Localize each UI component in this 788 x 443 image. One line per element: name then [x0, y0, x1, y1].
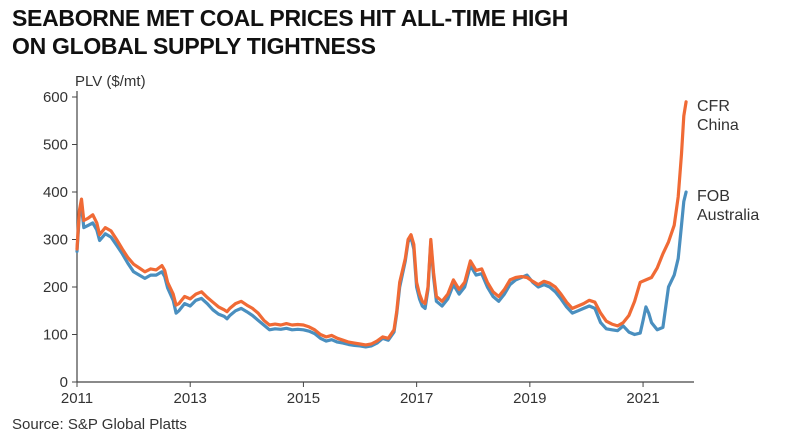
- chart-title: SEABORNE MET COAL PRICES HIT ALL-TIME HI…: [12, 4, 568, 60]
- chart-title-line-1: SEABORNE MET COAL PRICES HIT ALL-TIME HI…: [12, 5, 569, 31]
- x-tick-label: 2015: [287, 390, 320, 407]
- series-label-fob-australia-line-1: FOB: [697, 188, 730, 205]
- source-note: Source: S&P Global Platts: [12, 416, 187, 433]
- y-tick-label: 300: [43, 232, 68, 249]
- series-label-cfr-china-line-2: China: [697, 117, 739, 134]
- y-tick-label: 200: [43, 279, 68, 296]
- y-tick-label: 400: [43, 184, 68, 201]
- series-label-cfr-china-line-1: CFR: [697, 98, 730, 115]
- x-tick-label: 2013: [174, 390, 207, 407]
- y-tick-label: 600: [43, 89, 68, 106]
- series-line-cfr-china: [75, 100, 688, 347]
- y-tick-label: 500: [43, 137, 68, 154]
- y-axis-label: PLV ($/mt): [75, 73, 146, 90]
- y-tick-label: 100: [43, 327, 68, 344]
- y-tick-label: 0: [60, 374, 68, 391]
- series-line-fob-australia: [75, 190, 688, 349]
- x-tick-label: 2011: [61, 390, 93, 407]
- chart-title-line-2: ON GLOBAL SUPPLY TIGHTNESS: [12, 33, 376, 59]
- x-tick-label: 2017: [400, 390, 433, 407]
- series-label-fob-australia-line-2: Australia: [697, 207, 759, 224]
- x-tick-label: 2021: [626, 390, 659, 407]
- x-tick-label: 2019: [513, 390, 546, 407]
